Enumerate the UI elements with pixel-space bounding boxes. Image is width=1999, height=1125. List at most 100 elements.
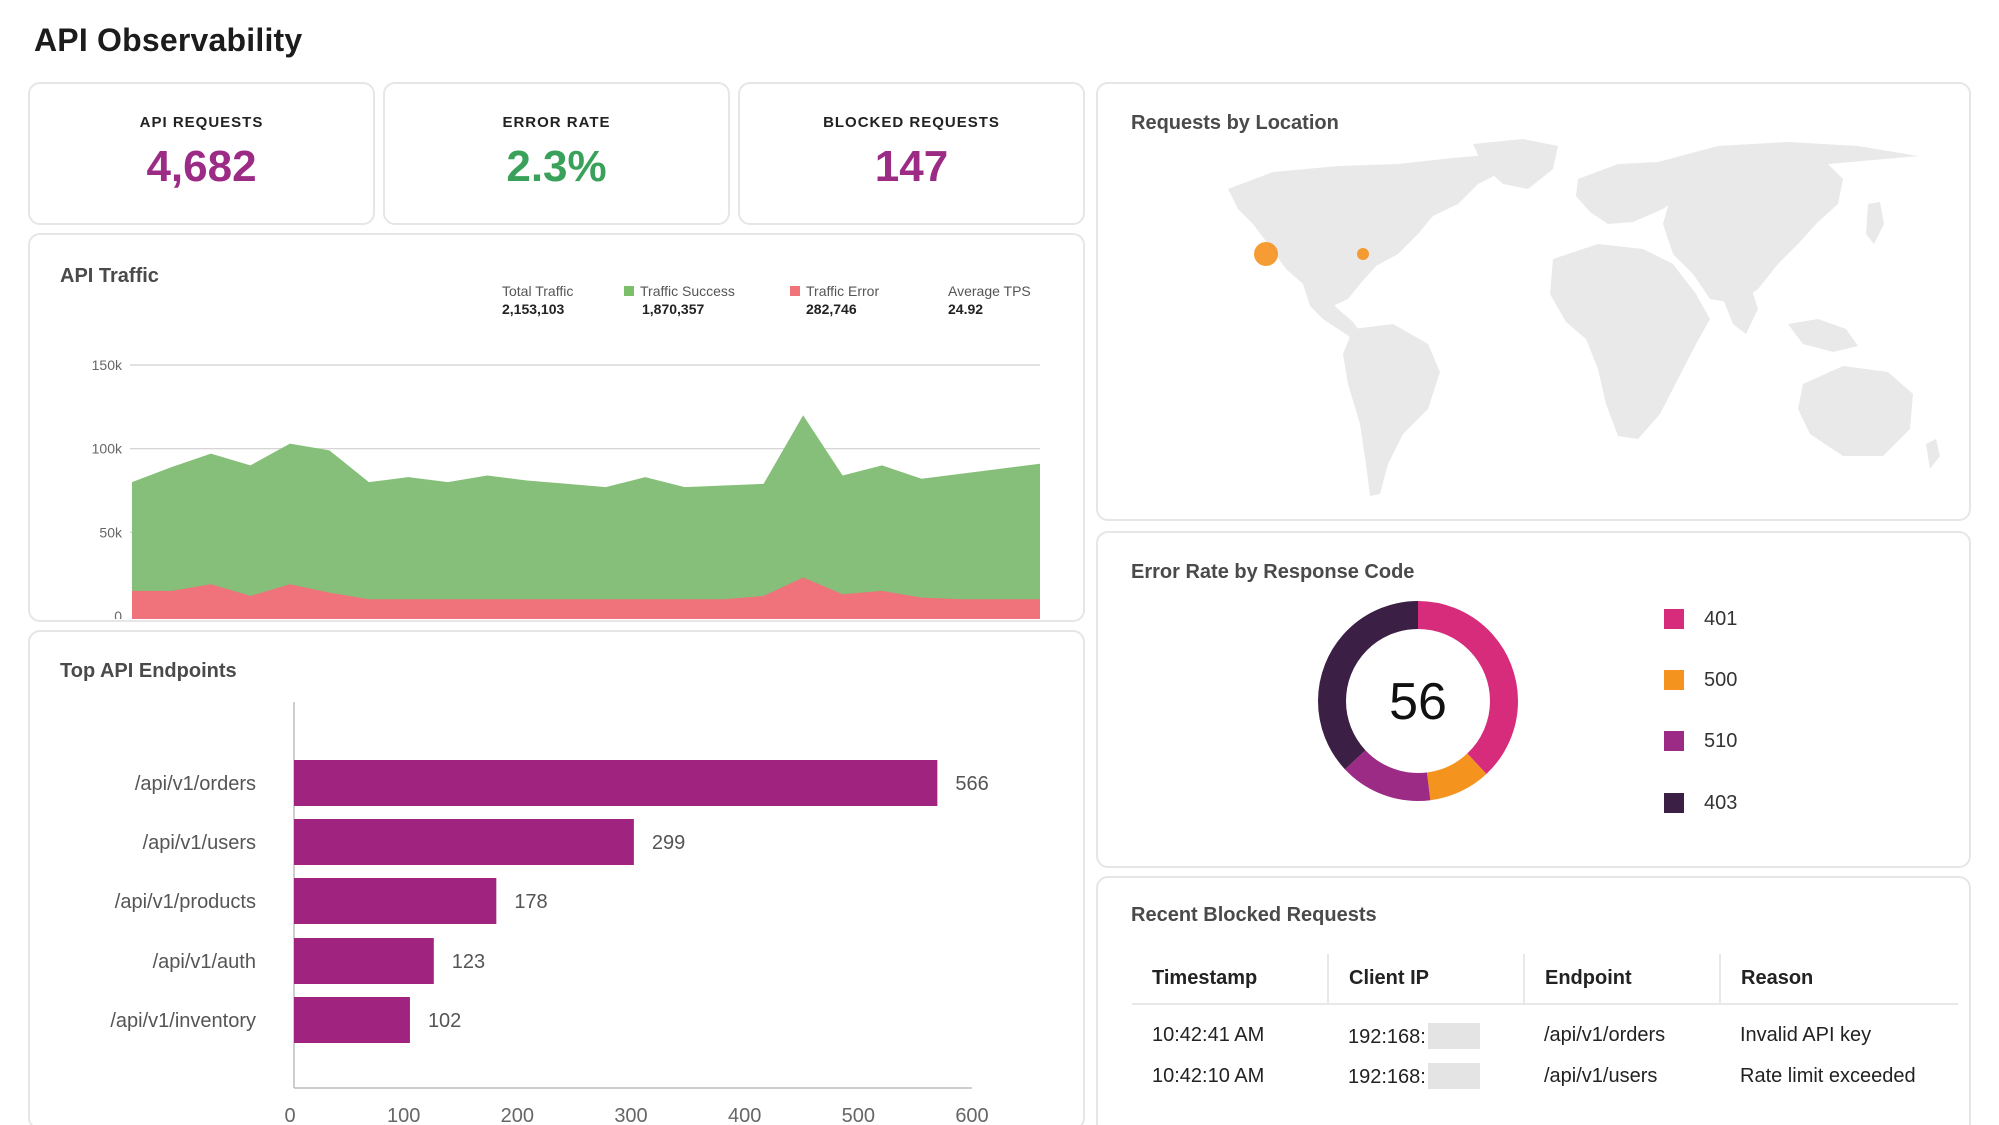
- bar-value-label: 102: [428, 1010, 461, 1032]
- column-header-client-ip[interactable]: Client IP: [1327, 954, 1524, 1005]
- kpi-value: 147: [874, 142, 949, 191]
- kpi-label: BLOCKED REQUESTS: [823, 114, 1000, 131]
- bar-category-label: /api/v1/products: [115, 891, 256, 913]
- x-tick-label: 0: [284, 1105, 295, 1125]
- greenland: [1473, 139, 1558, 189]
- api-traffic-card: API Traffic Total Traffic 2,153,103 Traf…: [28, 233, 1085, 622]
- error-rate-by-code-card: Error Rate by Response Code 56 401 500 5…: [1096, 531, 1971, 868]
- bar-value-label: 566: [955, 773, 988, 795]
- legend-swatch: [1664, 670, 1684, 690]
- legend-traffic-success: Traffic Success 1,870,357: [624, 283, 735, 317]
- bar: [294, 938, 434, 984]
- cell-endpoint: /api/v1/orders: [1544, 1024, 1666, 1046]
- kpi-label: ERROR RATE: [502, 114, 611, 131]
- bar-value-label: 299: [652, 832, 685, 854]
- kpi-card-api-requests: API REQUESTS 4,682: [28, 82, 375, 225]
- legend-value: 282,746: [806, 301, 857, 317]
- location-marker-east: [1357, 248, 1369, 260]
- x-tick-label: 100: [387, 1105, 420, 1125]
- blocked-requests-table: Timestamp Client IP Endpoint Reason 10:4…: [1132, 954, 1958, 1100]
- traffic-area-chart: 150k100k50k015:0018:0021:007 Feb03:0006:…: [92, 357, 1040, 619]
- legend-label: Total Traffic: [502, 283, 574, 299]
- bar: [294, 819, 634, 865]
- kpi-card-error-rate: ERROR RATE 2.3%: [383, 82, 730, 225]
- donut-slice-403: [1318, 601, 1518, 801]
- continent-south-america: [1343, 324, 1440, 496]
- success-area: [132, 415, 1040, 619]
- x-tick-label: 400: [728, 1105, 761, 1125]
- legend-swatch: [1664, 731, 1684, 751]
- legend-label: Traffic Error: [806, 283, 880, 299]
- japan: [1866, 202, 1884, 244]
- legend-label: 500: [1704, 669, 1738, 691]
- continent-africa: [1550, 244, 1710, 439]
- table-row[interactable]: 10:42:41 AM 192:168: /api/v1/orders Inva…: [1132, 1004, 1958, 1052]
- card-title: Top API Endpoints: [60, 660, 237, 682]
- ip-text: 192:168:: [1348, 1066, 1426, 1088]
- bar-value-label: 178: [514, 891, 547, 913]
- cell-reason: Rate limit exceeded: [1740, 1064, 1916, 1087]
- legend-swatch: [790, 286, 800, 296]
- bar-category-label: /api/v1/auth: [153, 951, 256, 973]
- y-tick-label: 50k: [99, 524, 123, 540]
- legend-value: 24.92: [948, 301, 984, 317]
- cell-reason: Invalid API key: [1740, 1024, 1872, 1046]
- bar-category-label: /api/v1/inventory: [110, 1010, 256, 1032]
- endpoints-bar-chart: /api/v1/orders 566/api/v1/users 299/api/v1…: [110, 702, 989, 1125]
- legend-label: Average TPS: [948, 283, 1031, 299]
- column-header-timestamp[interactable]: Timestamp: [1132, 954, 1328, 1005]
- requests-by-location-card: Requests by Location: [1096, 82, 1971, 521]
- table-header-row: Timestamp Client IP Endpoint Reason: [1132, 954, 1958, 1005]
- kpi-card-blocked-requests: BLOCKED REQUESTS 147: [738, 82, 1085, 225]
- new-zealand: [1926, 439, 1940, 469]
- legend-total-traffic: Total Traffic 2,153,103: [502, 283, 573, 317]
- southeast-asia-islands: [1788, 319, 1858, 352]
- continent-north-america: [1228, 154, 1508, 306]
- bar: [294, 997, 410, 1043]
- recent-blocked-requests-card: Recent Blocked Requests Timestamp Client…: [1096, 876, 1971, 1125]
- india: [1723, 279, 1758, 334]
- continent-asia: [1658, 142, 1918, 304]
- continent-europe: [1576, 162, 1688, 224]
- card-title: API Traffic: [60, 265, 159, 287]
- donut-slice-510: [1318, 601, 1518, 801]
- card-title: Error Rate by Response Code: [1131, 561, 1415, 583]
- continent-australia: [1798, 366, 1913, 456]
- legend-label: 403: [1704, 792, 1738, 814]
- cell-client-ip: 192:168:: [1328, 1052, 1524, 1100]
- y-tick-label: 100k: [92, 441, 123, 457]
- legend-swatch: [624, 286, 634, 296]
- cell-endpoint: /api/v1/users: [1544, 1064, 1658, 1087]
- legend-label: 510: [1704, 730, 1738, 752]
- x-tick-label: 300: [614, 1105, 647, 1125]
- column-header-reason[interactable]: Reason: [1719, 954, 1958, 1005]
- response-code-donut-chart: 56: [1318, 601, 1518, 801]
- top-endpoints-card: Top API Endpoints /api/v1/orders 566/api/…: [28, 630, 1085, 1125]
- card-title: Recent Blocked Requests: [1131, 904, 1377, 926]
- continent-central-america: [1303, 284, 1363, 339]
- kpi-value: 4,682: [146, 142, 257, 191]
- y-tick-label: 0: [114, 608, 122, 619]
- error-area: [132, 577, 1040, 619]
- y-tick-label: 150k: [92, 357, 123, 373]
- legend-value: 2,153,103: [502, 301, 565, 317]
- cell-client-ip: 192:168:: [1328, 1004, 1524, 1052]
- bar-category-label: /api/v1/orders: [135, 773, 256, 795]
- card-title: Requests by Location: [1131, 112, 1339, 134]
- cell-timestamp: 10:42:41 AM: [1152, 1024, 1265, 1046]
- legend-traffic-error: Traffic Error 282,746: [790, 283, 879, 317]
- x-tick-label: 200: [501, 1105, 534, 1125]
- legend-swatch: [1664, 793, 1684, 813]
- redaction-mask: [1427, 1063, 1480, 1089]
- table-row[interactable]: 10:42:10 AM 192:168: /api/v1/users Rate …: [1132, 1052, 1958, 1100]
- kpi-label: API REQUESTS: [139, 114, 264, 131]
- legend-value: 1,870,357: [642, 301, 705, 317]
- legend-label: Traffic Success: [640, 283, 735, 299]
- bar-category-label: /api/v1/users: [143, 832, 256, 854]
- legend-swatch: [1664, 609, 1684, 629]
- column-header-endpoint[interactable]: Endpoint: [1523, 954, 1720, 1005]
- bar: [294, 878, 497, 924]
- world-map: [1228, 139, 1940, 496]
- kpi-value: 2.3%: [506, 142, 607, 191]
- bar: [294, 760, 938, 806]
